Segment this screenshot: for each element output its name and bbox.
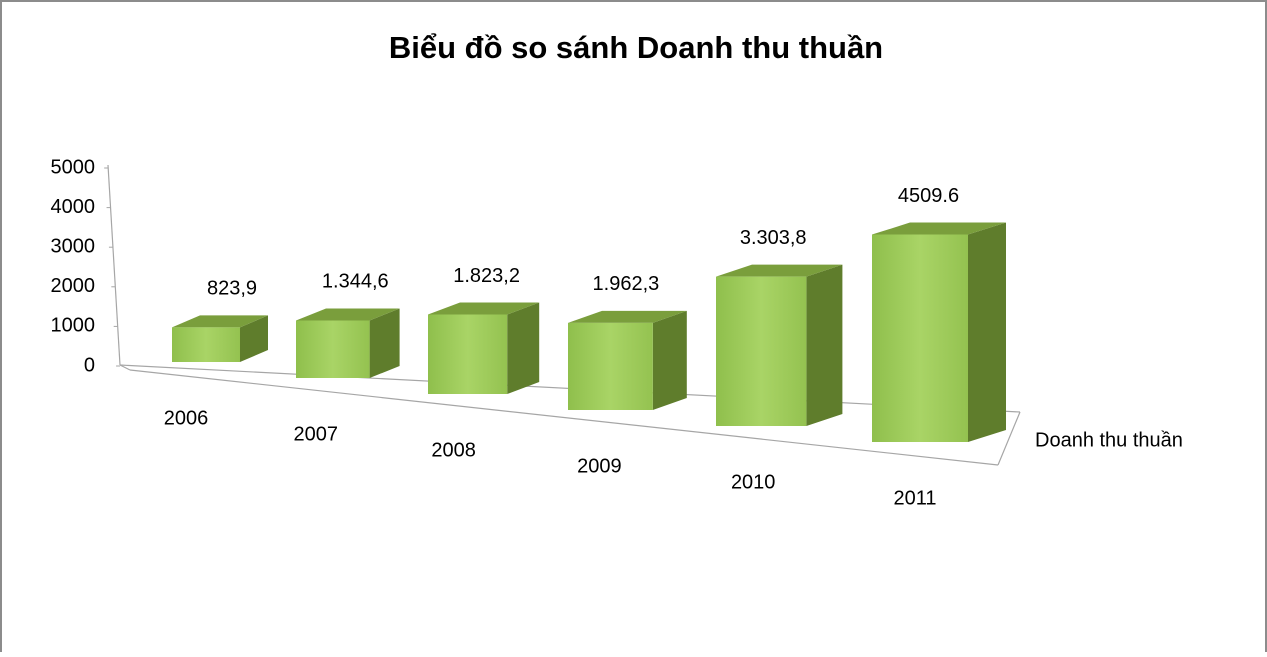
bar <box>172 315 268 362</box>
data-label: 823,9 <box>207 278 257 300</box>
bar-side <box>806 264 843 426</box>
bar <box>568 310 687 410</box>
y-tick-label: 0 <box>84 354 95 376</box>
bar-front <box>428 314 508 394</box>
bar-top <box>172 315 268 328</box>
y-tick-label: 5000 <box>51 156 96 178</box>
bar-top <box>568 310 687 323</box>
x-tick-label: 2009 <box>577 455 622 477</box>
bar-side <box>652 310 687 410</box>
data-label: 1.344,6 <box>322 271 389 293</box>
bar-side <box>240 315 268 362</box>
bar-front <box>568 322 653 410</box>
bar <box>428 302 540 394</box>
chart-title: Biểu đồ so sánh Doanh thu thuần <box>389 30 883 65</box>
data-label: 1.823,2 <box>453 265 520 287</box>
bar-top <box>872 222 1006 235</box>
y-tick-label: 3000 <box>51 235 96 257</box>
data-label: 1.962,3 <box>593 273 660 295</box>
bar-front <box>872 234 968 442</box>
bar <box>872 222 1006 442</box>
bar-front <box>172 327 240 362</box>
y-tick-label: 4000 <box>51 196 96 218</box>
bar-front <box>296 320 370 378</box>
legend-label: Doanh thu thuần <box>1035 429 1183 451</box>
y-tick-label: 1000 <box>51 315 96 337</box>
x-tick-label: 2007 <box>294 423 339 445</box>
x-tick-label: 2011 <box>893 487 936 509</box>
bar-top <box>296 308 400 321</box>
bar-top <box>716 264 843 277</box>
x-tick-label: 2010 <box>731 471 776 493</box>
data-label: 3.303,8 <box>740 227 807 249</box>
bar-front <box>716 276 807 426</box>
bar-top <box>428 302 540 315</box>
bar <box>296 308 400 378</box>
x-tick-label: 2006 <box>164 407 209 429</box>
y-tick-label: 2000 <box>51 275 96 297</box>
data-label: 4509.6 <box>898 185 959 207</box>
bar <box>716 264 843 426</box>
bar-side <box>507 302 540 394</box>
x-tick-label: 2008 <box>431 439 476 461</box>
bar-side <box>968 222 1006 442</box>
bar-side <box>369 308 400 378</box>
